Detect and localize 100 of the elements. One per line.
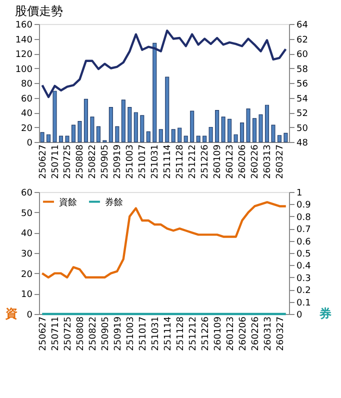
y-tick-label: 60 (21, 188, 33, 198)
x-tick-label: 250711 (51, 316, 62, 351)
bar (271, 124, 276, 142)
bar (158, 129, 163, 142)
y2-tick-label: 0 (296, 310, 302, 320)
y-tick-label: 160 (15, 20, 33, 30)
y2-tick-label: 0.7 (296, 225, 311, 236)
bar (171, 129, 176, 142)
bar (128, 107, 132, 142)
x-tick-label: 250725 (64, 316, 74, 351)
y2-tick-label: 50 (296, 124, 308, 134)
bar (58, 136, 64, 142)
bar (78, 121, 82, 142)
x-tick-label: 250822 (88, 144, 98, 179)
y-tick-label: 20 (21, 124, 33, 134)
x-tick-label: 251226 (200, 144, 211, 179)
bar (184, 136, 188, 142)
x-tick-label: 250919 (114, 316, 124, 351)
x-tick-label: 250905 (101, 316, 112, 351)
x-tick-label: 260206 (238, 144, 248, 179)
bar (140, 115, 144, 142)
x-tick-label: 260313 (262, 144, 273, 179)
x-tick-label: 250627 (38, 316, 49, 351)
x-tick-label: 250905 (100, 144, 111, 179)
x-tick-label: 251128 (176, 316, 186, 351)
bar (146, 131, 150, 142)
x-tick-label: 260123 (226, 316, 236, 351)
y2-tick-label: 0.9 (296, 200, 312, 211)
y2-tick-label: 0.2 (296, 286, 311, 296)
x-tick-label: 251212 (188, 144, 198, 179)
x-tick-label: 251017 (138, 144, 148, 179)
y2-tick-label: 0.4 (296, 262, 312, 272)
y2-tick-label: 52 (296, 109, 308, 119)
x-tick-label: 251114 (163, 144, 174, 179)
y-tick-label: 0 (26, 138, 33, 148)
y-tick-label: 80 (21, 80, 33, 90)
x-tick-label: 260123 (226, 144, 236, 179)
bar (252, 118, 257, 142)
bar (115, 126, 120, 142)
y2-tick-label: 54 (296, 94, 308, 104)
bar (96, 126, 100, 142)
y2-tick-label: 0.1 (296, 298, 311, 308)
x-tick-label: 260327 (276, 316, 286, 351)
y-tick-label: 20 (21, 270, 33, 280)
bar (178, 128, 182, 142)
bar (202, 136, 207, 142)
x-tick-label: 260109 (214, 316, 224, 351)
x-tick-label: 251031 (150, 144, 161, 179)
x-tick-label: 250808 (76, 144, 86, 179)
bar (284, 132, 288, 142)
y2-tick-label: 1 (296, 188, 302, 198)
x-tick-label: 251017 (138, 316, 149, 351)
x-tick-label: 250711 (50, 144, 61, 179)
bar (71, 124, 76, 142)
bar (246, 108, 250, 142)
y-tick-label: 140 (15, 35, 33, 46)
bar (277, 135, 282, 142)
x-tick-label: 250725 (63, 144, 74, 179)
x-tick-label: 260226 (251, 316, 262, 351)
x-tick-label: 251212 (188, 316, 199, 351)
y2-tick-label: 0.6 (296, 237, 312, 248)
y2-tick-label: 62 (296, 35, 308, 46)
legend-label: 券餘 (105, 196, 123, 208)
y2-axis-title: 券 (318, 306, 332, 320)
y-tick-label: 40 (21, 229, 33, 240)
bar (264, 104, 270, 142)
bar (108, 107, 113, 142)
y2-tick-label: 48 (296, 138, 308, 148)
y-tick-label: 40 (21, 109, 33, 119)
bar (46, 134, 51, 142)
x-tick-label: 260206 (238, 316, 249, 351)
chart-title: 股價走勢 (14, 4, 63, 18)
bar (221, 116, 226, 142)
y-tick-label: 50 (21, 208, 33, 219)
bar (90, 116, 94, 142)
x-tick-label: 250808 (76, 316, 86, 351)
y-tick-label: 60 (21, 94, 33, 104)
y2-tick-label: 0.8 (296, 212, 312, 223)
bar (234, 134, 238, 142)
bar (215, 110, 220, 142)
y-tick-label: 0 (26, 310, 33, 320)
y2-tick-label: 0.3 (296, 274, 311, 284)
y-tick-label: 120 (15, 50, 33, 60)
bar (258, 114, 263, 142)
x-tick-label: 260313 (264, 316, 274, 351)
bar (190, 110, 194, 142)
y2-tick-label: 64 (296, 20, 308, 30)
x-tick-label: 251031 (151, 316, 162, 351)
bar (40, 132, 44, 142)
x-tick-label: 260226 (250, 144, 261, 179)
y2-tick-label: 60 (296, 50, 308, 60)
x-tick-label: 260327 (275, 144, 286, 179)
x-tick-label: 251003 (126, 144, 136, 179)
legend-label: 資餘 (59, 196, 77, 208)
bar (196, 136, 200, 142)
bar (165, 76, 170, 142)
x-tick-label: 251226 (201, 316, 212, 351)
x-tick-label: 251128 (176, 144, 186, 179)
x-tick-label: 250919 (113, 144, 124, 179)
bar (208, 126, 213, 142)
